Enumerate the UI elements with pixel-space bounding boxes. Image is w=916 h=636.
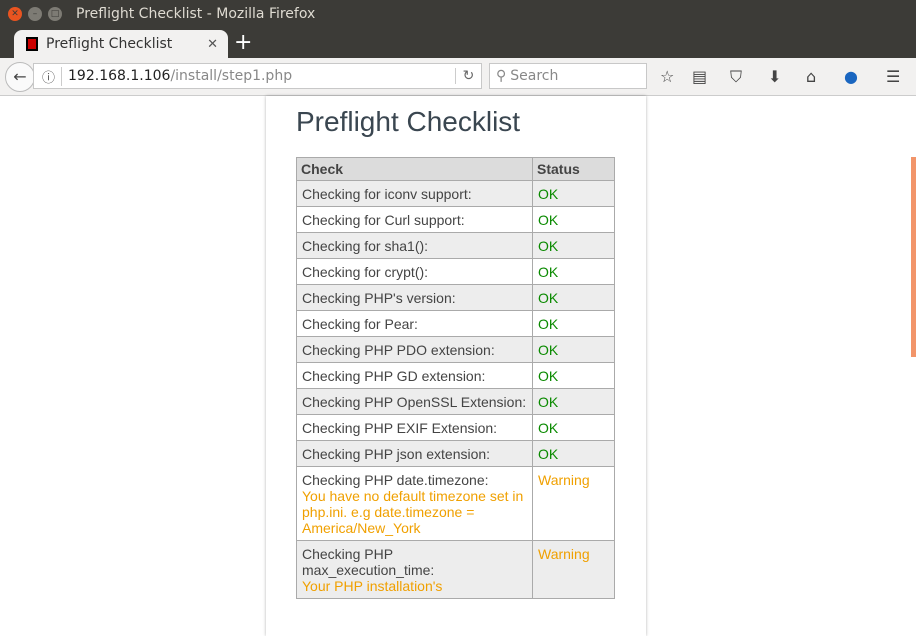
checklist-table: Check Status Checking for iconv support:… <box>296 157 615 599</box>
new-tab-button[interactable]: + <box>234 30 253 55</box>
check-cell: Checking PHP GD extension: <box>296 362 533 389</box>
info-icon[interactable]: ⓘ <box>42 66 63 86</box>
status-cell: OK <box>532 414 615 441</box>
status-cell: OK <box>532 232 615 259</box>
check-cell: Checking for iconv support: <box>296 180 533 207</box>
check-note: Your PHP installation's <box>302 578 443 594</box>
check-label: Checking PHP max_execution_time: <box>302 546 435 578</box>
status-cell: OK <box>532 258 615 285</box>
table-row: Checking PHP GD extension: OK <box>296 362 615 389</box>
check-label: Checking for Pear: <box>302 316 418 332</box>
tab-preflight[interactable]: Preflight Checklist ✕ <box>14 30 228 58</box>
check-cell: Checking PHP json extension: <box>296 440 533 467</box>
url-path: /install/step1.php <box>170 68 293 84</box>
status-cell: OK <box>532 388 615 415</box>
status-cell: Warning <box>532 540 615 599</box>
scrollbar-thumb[interactable] <box>911 157 916 357</box>
table-row: Checking PHP json extension: OK <box>296 440 615 467</box>
home-icon[interactable]: ⌂ <box>806 67 817 86</box>
reading-list-icon[interactable]: ▤ <box>692 67 708 86</box>
download-icon[interactable]: ⬇ <box>768 67 782 86</box>
check-label: Checking PHP's version: <box>302 290 456 306</box>
maximize-window-button[interactable]: □ <box>48 7 62 21</box>
status-cell: OK <box>532 310 615 337</box>
url-bar[interactable]: ⓘ 192.168.1.106/install/step1.php ↻ <box>33 63 482 89</box>
tab-bar: Preflight Checklist ✕ + <box>0 28 916 58</box>
status-cell: OK <box>532 284 615 311</box>
check-cell: Checking for Curl support: <box>296 206 533 233</box>
tab-label: Preflight Checklist <box>46 36 173 52</box>
table-row: Checking PHP PDO extension: OK <box>296 336 615 363</box>
checklist-panel: Preflight Checklist Check Status Checkin… <box>266 96 646 636</box>
page-title: Preflight Checklist <box>296 106 521 137</box>
window-title: Preflight Checklist - Mozilla Firefox <box>76 6 316 22</box>
check-label: Checking PHP json extension: <box>302 446 491 462</box>
header-status: Status <box>532 157 615 181</box>
check-label: Checking for iconv support: <box>302 186 472 202</box>
close-window-button[interactable]: ✕ <box>8 7 22 21</box>
status-cell: OK <box>532 440 615 467</box>
minimize-window-button[interactable]: – <box>28 7 42 21</box>
header-check: Check <box>296 157 533 181</box>
bookmark-star-icon[interactable]: ☆ <box>660 67 675 86</box>
check-label: Checking PHP GD extension: <box>302 368 486 384</box>
check-cell: Checking PHP OpenSSL Extension: <box>296 388 533 415</box>
table-row: Checking PHP max_execution_time: Your PHP… <box>296 540 615 599</box>
search-input[interactable]: ⚲ Search <box>489 63 647 89</box>
status-cell: Warning <box>532 466 615 541</box>
status-cell: OK <box>532 362 615 389</box>
check-label: Checking for sha1(): <box>302 238 429 254</box>
check-label: Checking PHP date.timezone: <box>302 472 489 488</box>
check-label: Checking PHP PDO extension: <box>302 342 495 358</box>
table-row: Checking for Pear: OK <box>296 310 615 337</box>
check-label: Checking for Curl support: <box>302 212 465 228</box>
check-label: Checking PHP EXIF Extension: <box>302 420 498 436</box>
check-cell: Checking for Pear: <box>296 310 533 337</box>
table-row: Checking for crypt(): OK <box>296 258 615 285</box>
menu-icon[interactable]: ☰ <box>886 67 901 86</box>
table-row: Checking PHP's version: OK <box>296 284 615 311</box>
window-titlebar: ✕ – □ Preflight Checklist - Mozilla Fire… <box>0 0 916 28</box>
search-placeholder: Search <box>510 68 559 84</box>
extension-icon[interactable]: ● <box>844 67 858 86</box>
back-button[interactable]: ← <box>5 61 35 92</box>
pocket-icon[interactable]: ⛉ <box>730 67 743 86</box>
table-row: Checking for iconv support: OK <box>296 180 615 207</box>
status-cell: OK <box>532 206 615 233</box>
url-host: 192.168.1.106 <box>68 68 171 84</box>
check-cell: Checking PHP's version: <box>296 284 533 311</box>
search-icon: ⚲ <box>496 68 507 84</box>
check-cell: Checking PHP max_execution_time: Your PHP… <box>296 540 533 599</box>
page-content: Preflight Checklist Check Status Checkin… <box>0 96 916 636</box>
check-cell: Checking for sha1(): <box>296 232 533 259</box>
reload-icon[interactable]: ↻ <box>455 68 481 84</box>
check-label: Checking for crypt(): <box>302 264 429 280</box>
check-cell: Checking PHP date.timezone: You have no d… <box>296 466 533 541</box>
nav-bar: ← ⓘ 192.168.1.106/install/step1.php ↻ ⚲ … <box>0 58 916 96</box>
favicon-icon <box>26 37 38 51</box>
table-row: Checking PHP EXIF Extension: OK <box>296 414 615 441</box>
check-cell: Checking PHP EXIF Extension: <box>296 414 533 441</box>
table-row: Checking for sha1(): OK <box>296 232 615 259</box>
check-cell: Checking for crypt(): <box>296 258 533 285</box>
table-row: Checking for Curl support: OK <box>296 206 615 233</box>
table-row: Checking PHP OpenSSL Extension: OK <box>296 388 615 415</box>
check-note: You have no default timezone set in php.… <box>302 488 524 536</box>
check-cell: Checking PHP PDO extension: <box>296 336 533 363</box>
status-cell: OK <box>532 336 615 363</box>
status-cell: OK <box>532 180 615 207</box>
table-row: Checking PHP date.timezone: You have no d… <box>296 466 615 541</box>
check-label: Checking PHP OpenSSL Extension: <box>302 394 527 410</box>
tab-close-icon[interactable]: ✕ <box>207 36 218 52</box>
